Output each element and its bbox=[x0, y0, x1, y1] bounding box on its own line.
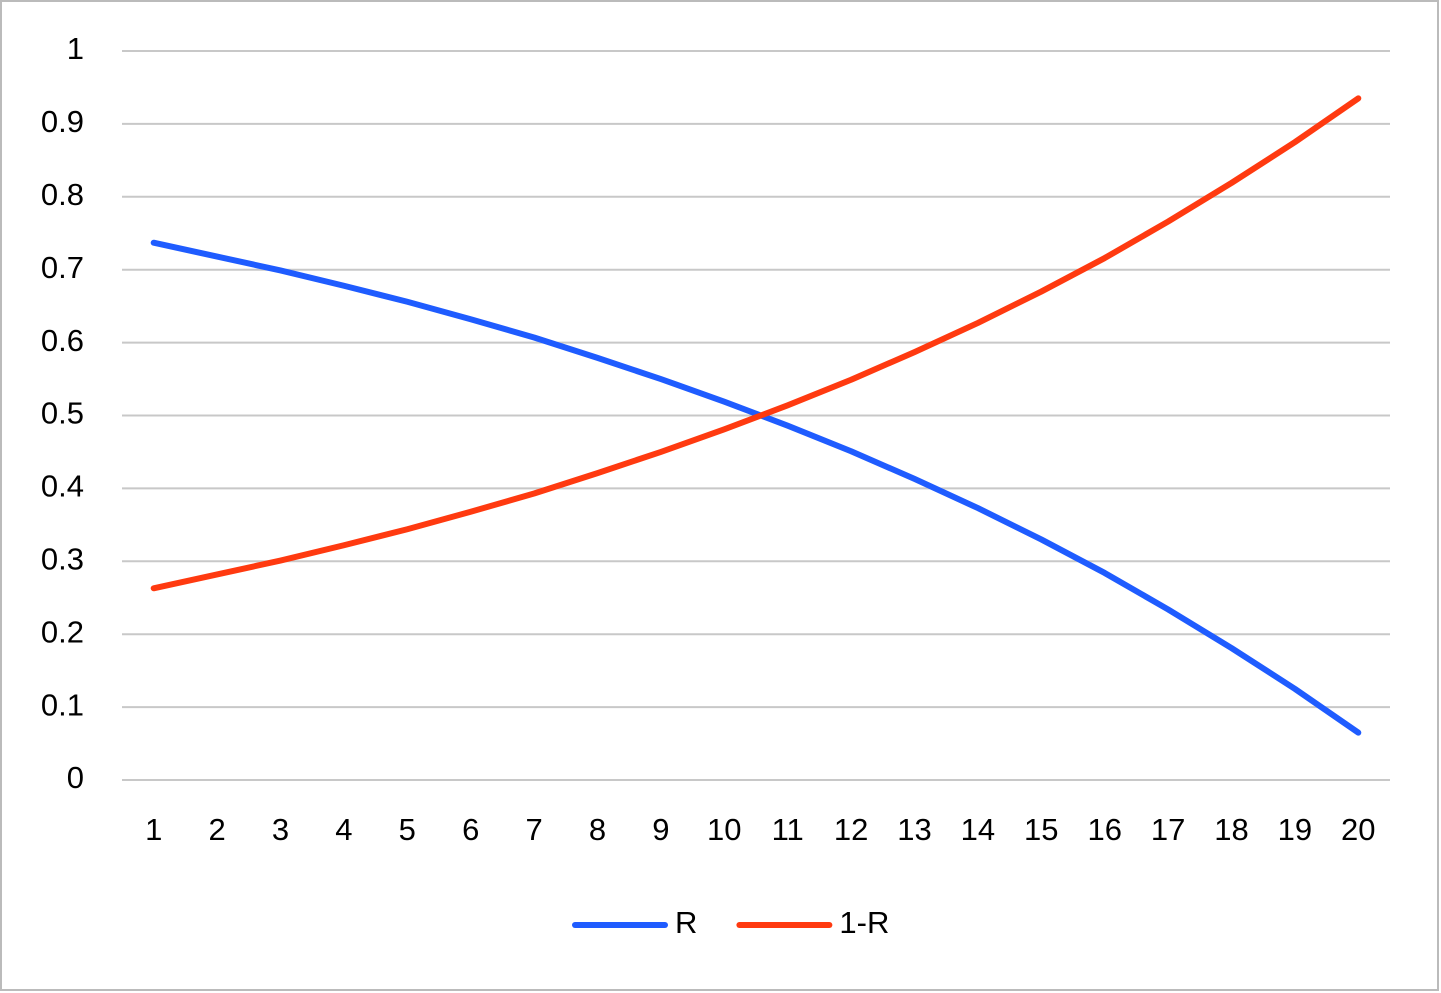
y-tick-label: 0 bbox=[67, 760, 84, 795]
x-tick-label: 9 bbox=[652, 812, 669, 847]
x-tick-label: 2 bbox=[208, 812, 225, 847]
x-tick-label: 20 bbox=[1341, 812, 1375, 847]
x-tick-label: 11 bbox=[772, 812, 804, 847]
x-tick-label: 16 bbox=[1087, 812, 1121, 847]
series-line bbox=[150, 95, 1362, 592]
x-tick-label: 13 bbox=[897, 812, 931, 847]
x-tick-label: 15 bbox=[1024, 812, 1058, 847]
x-tick-label: 8 bbox=[589, 812, 606, 847]
x-tick-label: 5 bbox=[399, 812, 416, 847]
x-tick-label: 18 bbox=[1214, 812, 1248, 847]
y-tick-label: 0.6 bbox=[41, 323, 84, 358]
x-tick-label: 6 bbox=[462, 812, 479, 847]
y-tick-label: 1 bbox=[67, 31, 84, 66]
y-tick-label: 0.1 bbox=[41, 687, 84, 722]
y-tick-label: 0.4 bbox=[41, 469, 84, 504]
y-tick-label: 0.9 bbox=[41, 104, 84, 139]
x-tick-label: 19 bbox=[1278, 812, 1312, 847]
legend-label: R bbox=[675, 905, 697, 940]
series-line bbox=[150, 239, 1362, 736]
x-tick-label: 10 bbox=[707, 812, 741, 847]
x-tick-label: 3 bbox=[272, 812, 289, 847]
x-tick-label: 1 bbox=[145, 812, 162, 847]
y-tick-label: 0.5 bbox=[41, 396, 84, 431]
y-tick-label: 0.3 bbox=[41, 541, 84, 576]
x-tick-label: 7 bbox=[525, 812, 542, 847]
x-tick-label: 17 bbox=[1151, 812, 1185, 847]
x-tick-label: 4 bbox=[335, 812, 352, 847]
y-tick-label: 0.8 bbox=[41, 177, 84, 212]
legend-label: 1-R bbox=[839, 905, 889, 940]
x-tick-label: 12 bbox=[834, 812, 868, 847]
x-tick-label: 14 bbox=[961, 812, 995, 847]
y-tick-label: 0.7 bbox=[41, 250, 84, 285]
y-tick-label: 0.2 bbox=[41, 614, 84, 649]
